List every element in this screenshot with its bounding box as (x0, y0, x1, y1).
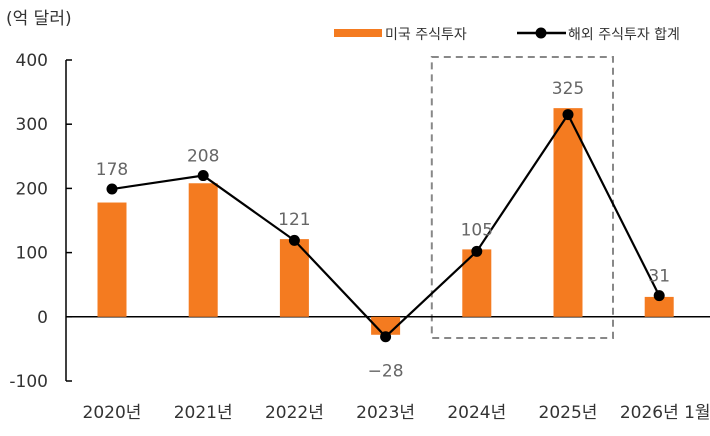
x-tick-label: 2022년 (265, 403, 324, 423)
legend-bar-swatch (334, 29, 382, 37)
y-tick-label: 100 (16, 244, 48, 264)
y-tick-label: -100 (9, 372, 48, 392)
x-tick-label: 2020년 (83, 403, 142, 423)
x-tick-label: 2023년 (356, 403, 415, 423)
data-label: 178 (96, 160, 128, 180)
bar-2021년 (188, 183, 218, 317)
x-tick-label: 2024년 (447, 403, 506, 423)
data-label: 121 (278, 210, 310, 230)
line-point-2025년 (562, 109, 574, 121)
legend-line-marker (535, 27, 547, 39)
y-tick-label: 300 (16, 115, 48, 135)
y-tick-label: 200 (16, 179, 48, 199)
line-point-2021년 (197, 170, 209, 182)
y-tick-label: 400 (16, 51, 48, 71)
legend: 미국 주식투자 해외 주식투자 합계 (334, 27, 680, 43)
legend-bar-label: 미국 주식투자 (385, 27, 467, 43)
data-label: 31 (648, 267, 670, 287)
line-point-2026년 1월 (653, 290, 665, 302)
bar-2026년 1월 (644, 296, 674, 317)
data-label: 105 (461, 220, 493, 240)
line-point-2022년 (288, 234, 300, 246)
line-point-2023년 (380, 331, 392, 343)
bar-2025년 (553, 108, 583, 317)
data-label: 208 (187, 147, 219, 167)
highlight-box (430, 56, 614, 339)
unit-label: (억 달러) (6, 9, 72, 29)
y-tick-label: 0 (37, 308, 48, 328)
data-label: −28 (368, 362, 404, 382)
data-label: 325 (552, 79, 584, 99)
x-tick-label: 2026년 1월 (620, 403, 710, 423)
x-tick-label: 2021년 (174, 403, 233, 423)
line-point-2020년 (106, 183, 118, 195)
legend-line-label: 해외 주식투자 합계 (568, 27, 680, 43)
line-point-2024년 (471, 245, 483, 257)
x-tick-label: 2025년 (539, 403, 598, 423)
bar-2020년 (97, 202, 127, 317)
